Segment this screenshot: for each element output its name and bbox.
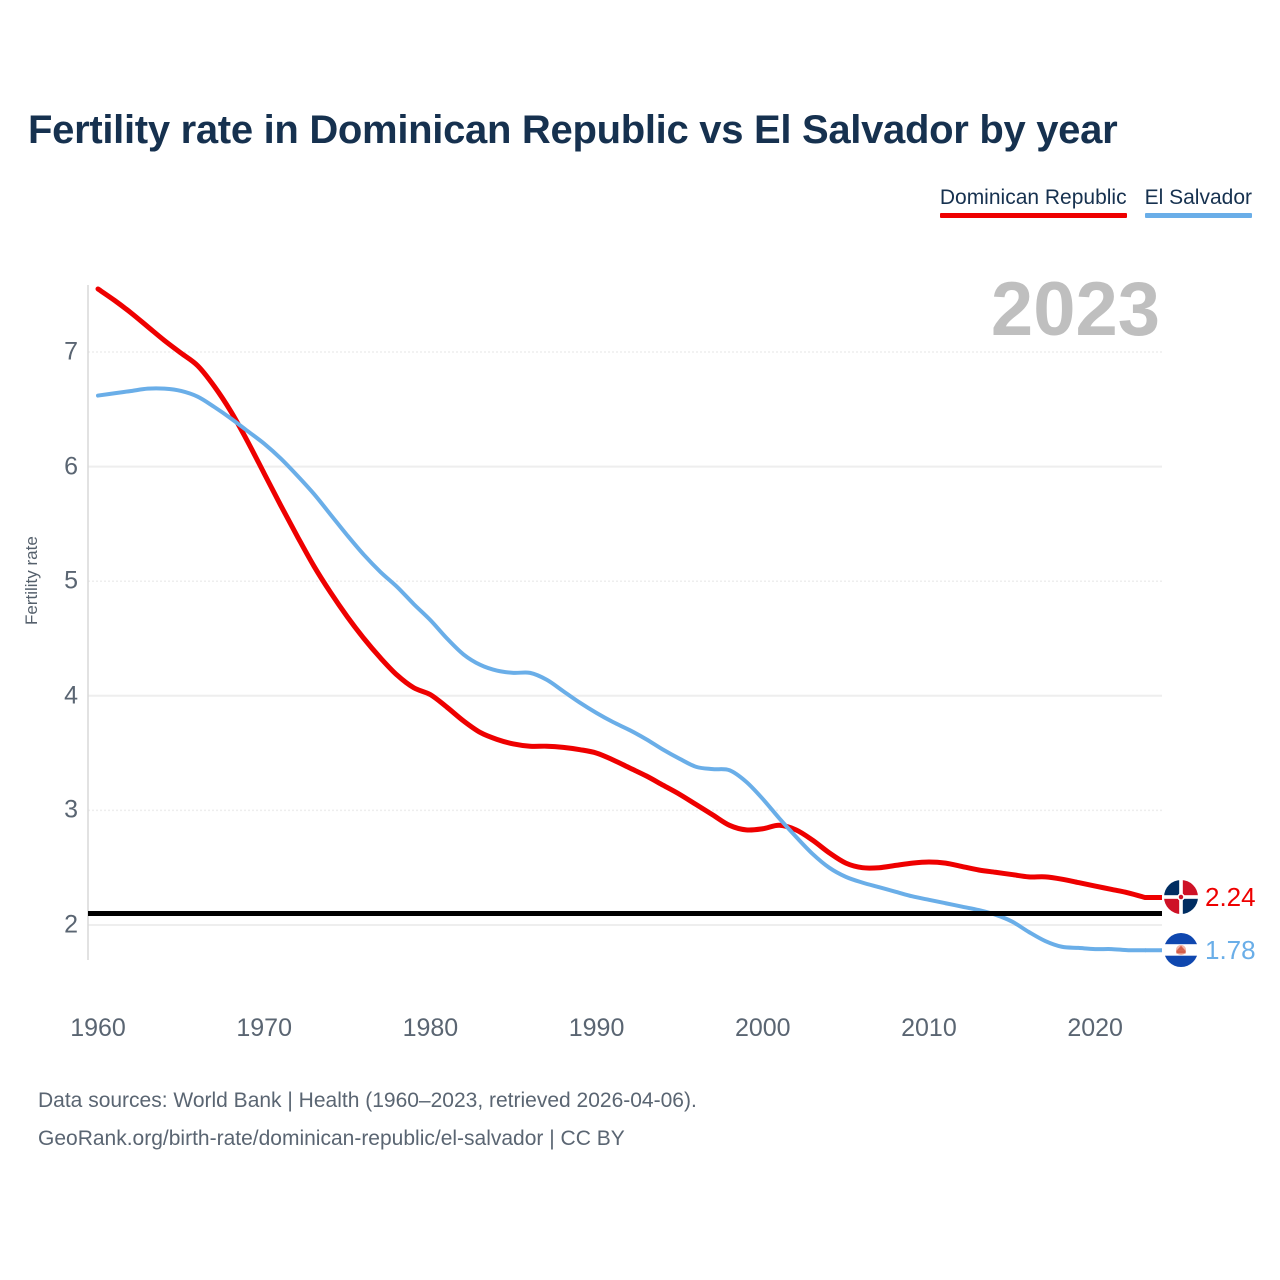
series-lines (95, 286, 1162, 953)
x-tick-1970: 1970 (236, 1014, 292, 1042)
dominican-republic-flag-icon (1164, 880, 1198, 915)
x-tick-2020: 2020 (1067, 1014, 1123, 1042)
end-label-el-salvador: 1.78 (1164, 933, 1256, 968)
legend-swatch-el-salvador (1144, 213, 1252, 218)
gridlines (88, 351, 1162, 926)
series-line-el-salvador (96, 386, 1147, 953)
year-watermark: 2023 (990, 267, 1160, 352)
x-tick-1990: 1990 (568, 1014, 625, 1042)
y-tick-5: 5 (64, 566, 78, 595)
legend-swatch-dominican-republic (939, 213, 1127, 218)
end-value-dominican-republic: 2.24 (1205, 881, 1256, 912)
legend-item-el-salvador[interactable]: El Salvador (1144, 186, 1252, 218)
page-title: Fertility rate in Dominican Republic vs … (28, 108, 1118, 152)
footer-data-sources: Data sources: World Bank | Health (1960–… (38, 1089, 697, 1112)
legend-label-dominican-republic: Dominican Republic (939, 186, 1127, 209)
y-tick-2: 2 (64, 910, 78, 939)
x-tick-1980: 1980 (402, 1014, 459, 1042)
end-label-dominican-republic: 2.24 (1164, 880, 1256, 915)
x-tick-2010: 2010 (901, 1014, 957, 1042)
el-salvador-flag-icon (1164, 933, 1198, 968)
x-tick-2000: 2000 (734, 1014, 791, 1042)
y-tick-6: 6 (64, 452, 78, 481)
footer-attribution: GeoRank.org/birth-rate/dominican-republi… (38, 1127, 625, 1150)
y-tick-7: 7 (64, 337, 78, 366)
chart-legend: Dominican Republic El Salvador (939, 186, 1252, 218)
y-axis-label: Fertility rate (22, 536, 41, 625)
end-value-el-salvador: 1.78 (1205, 934, 1256, 965)
footer: Data sources: World Bank | Health (1960–… (38, 1082, 697, 1158)
y-tick-4: 4 (64, 681, 78, 710)
legend-label-el-salvador: El Salvador (1144, 186, 1252, 209)
y-tick-3: 3 (64, 795, 78, 824)
series-line-dominican-republic (95, 286, 1148, 900)
legend-item-dominican-republic[interactable]: Dominican Republic (939, 186, 1127, 218)
x-tick-1960: 1960 (70, 1014, 126, 1042)
